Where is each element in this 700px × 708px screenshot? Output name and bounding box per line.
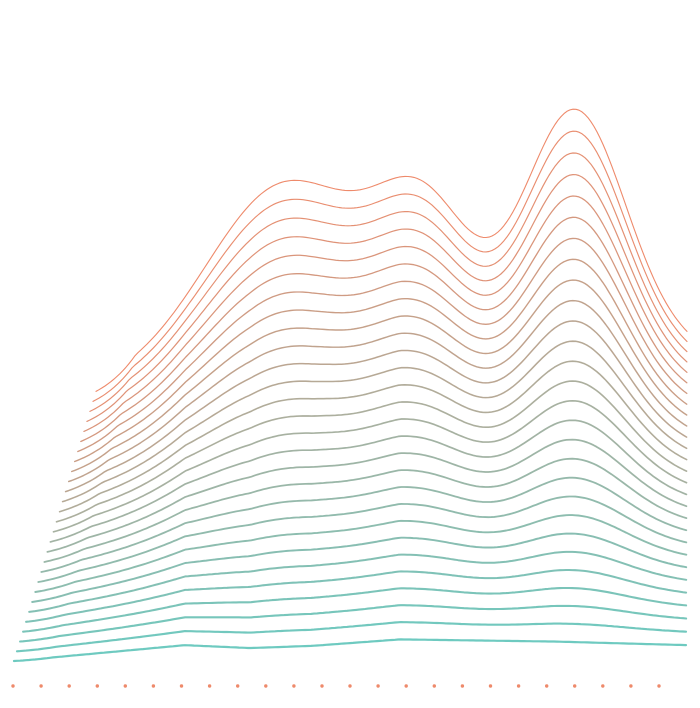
dot-marker — [404, 684, 408, 688]
ridge-line — [34, 514, 688, 593]
ridge-line — [28, 550, 688, 613]
ridge-line — [92, 130, 688, 402]
ridge-line — [95, 108, 688, 392]
ridge-line — [12, 638, 688, 663]
ridge-line — [89, 152, 688, 412]
dot-marker — [320, 684, 324, 688]
dot-marker — [629, 684, 633, 688]
ridge-line — [67, 299, 688, 483]
dot-marker — [236, 684, 240, 688]
ridge-line — [83, 195, 688, 433]
ridge-line — [74, 258, 688, 463]
dot-marker — [67, 684, 71, 688]
ridge-line — [77, 237, 688, 453]
ridge-line — [55, 380, 688, 523]
ridge-line — [25, 568, 688, 623]
dot-marker — [601, 684, 605, 688]
dot-marker — [516, 684, 521, 688]
dot-marker — [657, 684, 661, 688]
ridge-lines-group — [12, 108, 688, 663]
dot-marker — [432, 684, 436, 688]
ridge-line — [46, 438, 688, 553]
dot-marker — [11, 684, 15, 688]
dot-marker — [39, 684, 43, 688]
ridge-line — [58, 360, 688, 513]
ridge-line — [61, 340, 688, 503]
ridge-line — [40, 476, 688, 573]
dot-marker — [264, 684, 268, 688]
dot-row — [11, 684, 661, 688]
ridge-line — [31, 532, 688, 603]
dot-marker — [573, 684, 577, 688]
dot-marker — [179, 684, 184, 688]
dot-marker — [488, 684, 493, 688]
ridge-line — [70, 279, 688, 473]
ridge-line — [80, 216, 688, 443]
ridge-line — [86, 173, 688, 423]
dot-marker — [376, 684, 380, 688]
ridge-line — [52, 399, 688, 533]
dot-marker — [151, 684, 156, 688]
dot-marker — [348, 684, 352, 688]
ridge-line — [19, 604, 688, 643]
ridge-line — [43, 457, 688, 563]
dot-marker — [460, 684, 465, 688]
dot-marker — [292, 684, 296, 688]
ridge-line — [15, 621, 688, 653]
dot-marker — [545, 684, 549, 688]
ridge-line — [64, 320, 688, 493]
ridge-line — [22, 586, 688, 633]
dot-marker — [207, 684, 212, 688]
ridge-line — [49, 419, 688, 543]
ridge-line — [37, 495, 688, 583]
dot-marker — [95, 684, 100, 688]
dot-marker — [123, 684, 128, 688]
